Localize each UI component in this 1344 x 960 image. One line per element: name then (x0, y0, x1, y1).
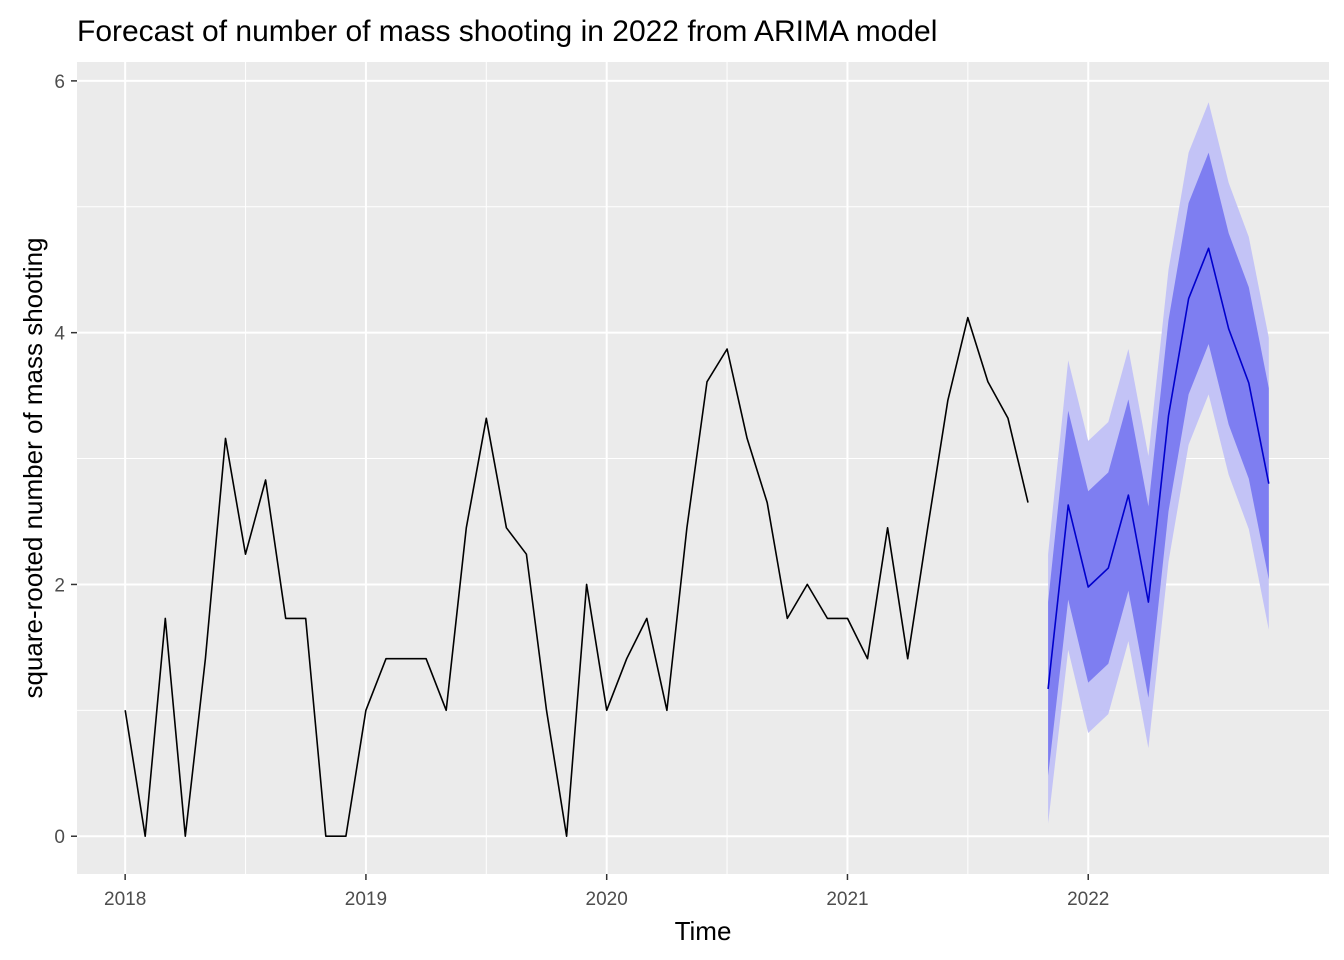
x-axis: 2018 2019 2020 2021 2022 (104, 874, 1109, 910)
x-tick-label: 2020 (586, 889, 628, 910)
forecast-line (1047, 247, 1270, 689)
x-axis-title: Time (675, 916, 732, 946)
y-tick-label: 6 (54, 72, 65, 93)
y-axis: 0 2 4 6 (54, 72, 77, 848)
series-lines (124, 247, 1270, 838)
forecast-band-80 (1048, 152, 1269, 776)
grid-major (77, 62, 1329, 874)
y-axis-title: square-rooted number of mass shooting (18, 237, 48, 698)
y-tick-label: 4 (54, 324, 65, 345)
x-tick-label: 2022 (1067, 889, 1109, 910)
y-tick-label: 0 (54, 827, 65, 848)
x-tick-label: 2018 (104, 889, 146, 910)
x-tick-label: 2019 (345, 889, 387, 910)
observed-line (124, 316, 1029, 838)
chart-title: Forecast of number of mass shooting in 2… (77, 15, 937, 48)
y-tick-label: 2 (54, 575, 65, 596)
forecast-bands (1048, 102, 1269, 824)
x-tick-label: 2021 (826, 889, 868, 910)
